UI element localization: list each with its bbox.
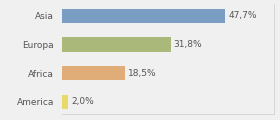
Bar	[62, 37, 171, 52]
Bar	[62, 95, 69, 109]
Text: 18,5%: 18,5%	[128, 69, 157, 78]
Bar	[62, 9, 225, 23]
Text: 47,7%: 47,7%	[228, 11, 256, 20]
Text: 2,0%: 2,0%	[71, 97, 94, 106]
Text: 31,8%: 31,8%	[174, 40, 202, 49]
Bar	[62, 66, 125, 80]
